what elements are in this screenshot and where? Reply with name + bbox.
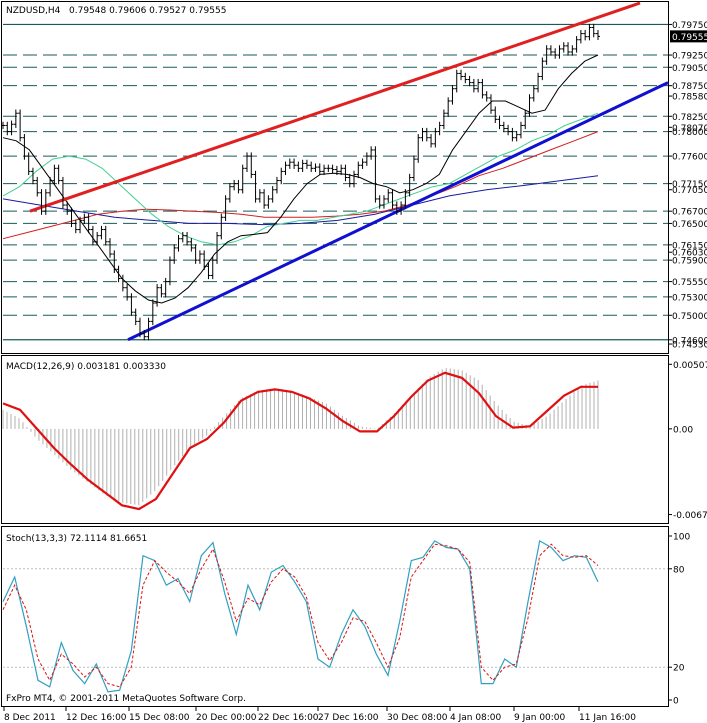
ma-long-line <box>2 175 599 226</box>
stochastic-axis: 100 80 20 0 <box>668 533 690 707</box>
stochastic-panel: 100 80 20 0 Stoch(13,3,3) 72.1114 81.6651 F… <box>1 526 690 707</box>
price-tick-label: 0.74600 <box>672 336 707 346</box>
time-axis: 8 Dec 2011 12 Dec 16:00 15 Dec 08:00 20 Dec… <box>3 707 636 723</box>
price-tick-label: 0.78580 <box>672 93 707 103</box>
price-tick-label: 0.78750 <box>672 82 707 92</box>
stochastic-tick-label: 100 <box>673 533 690 543</box>
macd-title: MACD(12,26,9) 0.003181 0.003330 <box>6 362 166 372</box>
macd-panel: 0.00507 0.00 -0.00673 MACD(12,26,9) 0.0031… <box>1 355 707 524</box>
price-axis: 0.79750 0.79555 0.79250 0.79050 0.787500.785… <box>668 21 707 351</box>
time-tick-label: 8 Dec 2011 <box>4 713 56 723</box>
moving-averages <box>2 54 599 304</box>
price-tick-label: 0.78000 <box>672 128 707 138</box>
time-tick-label: 12 Dec 16:00 <box>66 713 127 723</box>
ohlc-label: 0.79548 0.79606 0.79527 0.79555 <box>69 6 226 16</box>
current-price-label: 0.79555 <box>672 33 707 43</box>
stochastic-main-line <box>2 539 599 693</box>
price-tick-label: 0.75300 <box>672 293 707 303</box>
macd-axis: 0.00507 0.00 -0.00673 <box>668 361 707 521</box>
price-tick-label: 0.75900 <box>672 257 707 267</box>
stochastic-signal-line <box>2 543 599 688</box>
macd-tick-label: -0.00673 <box>673 511 707 521</box>
time-tick-label: 4 Jan 08:00 <box>450 713 502 723</box>
price-tick-label: 0.76030 <box>672 249 707 259</box>
stochastic-tick-label: 80 <box>673 565 685 575</box>
price-panel: 0.79750 0.79555 0.79250 0.79050 0.787500.785… <box>1 1 707 354</box>
price-tick-label: 0.76150 <box>672 241 707 251</box>
current-price-box <box>670 30 707 43</box>
stochastic-levels <box>3 568 668 668</box>
macd-tick-label: 0.00 <box>673 425 693 435</box>
price-tick-label: 0.76700 <box>672 208 707 218</box>
price-tick-label: 0.77600 <box>672 153 707 163</box>
time-tick-label: 22 Dec 16:00 <box>258 713 319 723</box>
price-tick-label: 0.79050 <box>672 64 707 74</box>
price-tick-label: 0.77150 <box>672 180 707 190</box>
price-tick-label: 0.76500 <box>672 220 707 230</box>
price-tick-label: 0.79750 <box>672 21 707 31</box>
time-tick-label: 30 Dec 08:00 <box>387 713 448 723</box>
symbol-label: NZDUSD,H4 <box>6 6 61 16</box>
price-tick-label: 0.75550 <box>672 278 707 288</box>
price-tick-label: 0.74530 <box>672 341 707 351</box>
macd-tick-label: 0.00507 <box>673 361 707 371</box>
stochastic-tick-label: 20 <box>673 664 685 674</box>
copyright-label: FxPro MT4, © 2001-2011 MetaQuotes Softwa… <box>6 694 246 704</box>
price-bars <box>1 23 600 341</box>
price-tick-label: 0.75000 <box>672 312 707 322</box>
stochastic-lines <box>2 539 599 693</box>
resistance-trend-line <box>29 1 641 213</box>
price-tick-label: 0.78070 <box>672 124 707 134</box>
stochastic-title: Stoch(13,3,3) 72.1114 81.6651 <box>6 534 147 544</box>
time-tick-label: 15 Dec 08:00 <box>129 713 190 723</box>
time-tick-label: 11 Jan 16:00 <box>579 713 636 723</box>
ma-slow-line <box>2 131 599 240</box>
time-tick-label: 9 Jan 00:00 <box>514 713 566 723</box>
price-tick-label: 0.78250 <box>672 113 707 123</box>
ma-fast-line <box>2 54 599 304</box>
price-tick-label: 0.79250 <box>672 52 707 62</box>
macd-signal-line <box>2 371 598 511</box>
time-tick-label: 27 Dec 16:00 <box>318 713 379 723</box>
price-tick-label: 0.77050 <box>672 186 707 196</box>
ma-mid-line <box>2 112 599 246</box>
stochastic-tick-label: 0 <box>673 697 679 707</box>
macd-signal-path <box>2 371 598 511</box>
time-tick-label: 20 Dec 00:00 <box>196 713 257 723</box>
